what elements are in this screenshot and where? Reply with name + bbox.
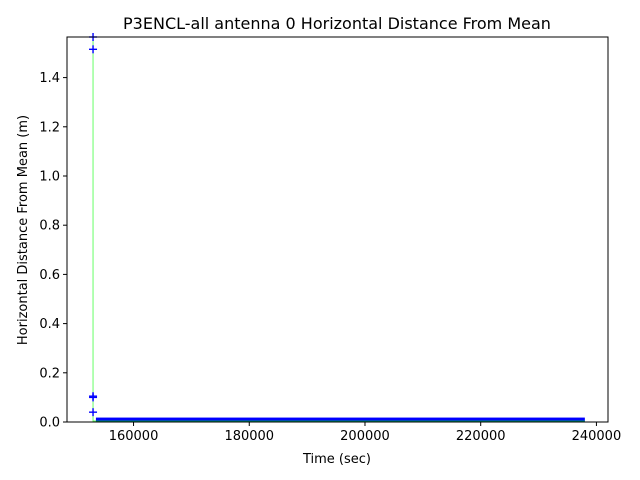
x-tick-label: 160000: [109, 429, 159, 444]
y-axis: 0.0 0.2 0.4 0.6 0.8 1.0 1.2 1.4: [39, 71, 67, 431]
y-tick-label: 1.4: [39, 71, 60, 86]
x-tick-label: 240000: [572, 429, 622, 444]
x-axis-label: Time (sec): [302, 452, 371, 467]
plot-area: [89, 33, 585, 422]
y-tick-label: 0.8: [39, 219, 60, 234]
data-point: [89, 393, 98, 402]
y-tick-label: 1.0: [39, 169, 60, 184]
y-tick-label: 0.4: [39, 317, 60, 332]
x-tick-label: 220000: [456, 429, 506, 444]
y-tick-label: 0.2: [39, 366, 60, 381]
axes-frame: [66, 36, 609, 423]
y-tick-label: 1.2: [39, 120, 60, 135]
y-axis-label: Horizontal Distance From Mean (m): [16, 115, 31, 345]
chart-title: P3ENCL-all antenna 0 Horizontal Distance…: [123, 14, 551, 33]
data-point: [89, 408, 98, 417]
y-tick-label: 0.0: [39, 416, 60, 431]
x-axis: 160000 180000 200000 220000 240000: [109, 422, 622, 444]
x-tick-label: 200000: [340, 429, 390, 444]
data-band: [95, 417, 585, 422]
x-tick-label: 180000: [224, 429, 274, 444]
y-tick-label: 0.6: [39, 268, 60, 283]
data-point: [89, 45, 98, 54]
